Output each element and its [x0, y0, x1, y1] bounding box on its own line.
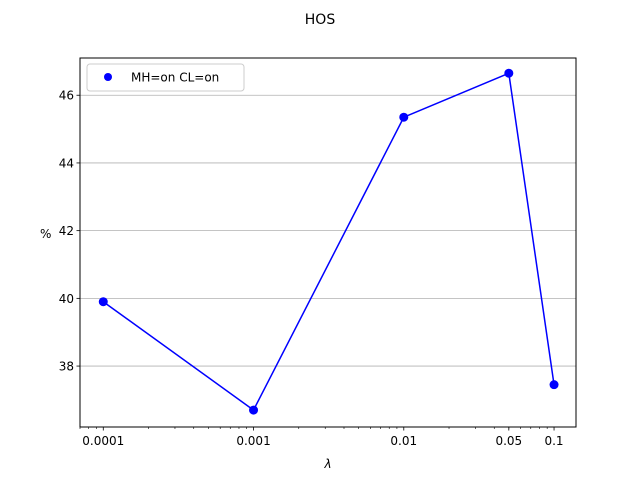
x-axis-label: λ	[323, 457, 331, 471]
y-tick-label: 42	[59, 224, 74, 238]
y-tick-label: 40	[59, 292, 74, 306]
x-tick-label: 0.1	[544, 434, 563, 448]
y-tick-label: 38	[59, 360, 74, 374]
data-point	[549, 380, 559, 390]
chart-title: HOS	[305, 12, 336, 28]
y-axis-label: %	[40, 227, 51, 241]
y-gridlines	[80, 94, 576, 367]
x-axis-ticks: 0.0001 0.001 0.01 0.05 0.1	[79, 427, 564, 448]
x-tick-label: 0.01	[390, 434, 417, 448]
x-tick-label: 0.05	[495, 434, 522, 448]
legend-label: MH=on CL=on	[131, 71, 219, 85]
y-tick-label: 46	[59, 89, 74, 103]
data-point	[98, 297, 108, 307]
legend-marker	[104, 73, 112, 81]
y-tick-label: 44	[59, 156, 74, 170]
data-point	[504, 68, 514, 78]
legend-box	[86, 63, 245, 92]
plot-series	[98, 68, 559, 415]
plot-frame	[79, 57, 577, 428]
x-tick-label: 0.0001	[82, 434, 124, 448]
y-axis-ticks: 38 40 42 44 46	[59, 89, 80, 374]
data-point	[399, 112, 409, 122]
legend: MH=on CL=on	[86, 63, 245, 92]
x-tick-label: 0.001	[236, 434, 270, 448]
data-point	[249, 405, 259, 415]
